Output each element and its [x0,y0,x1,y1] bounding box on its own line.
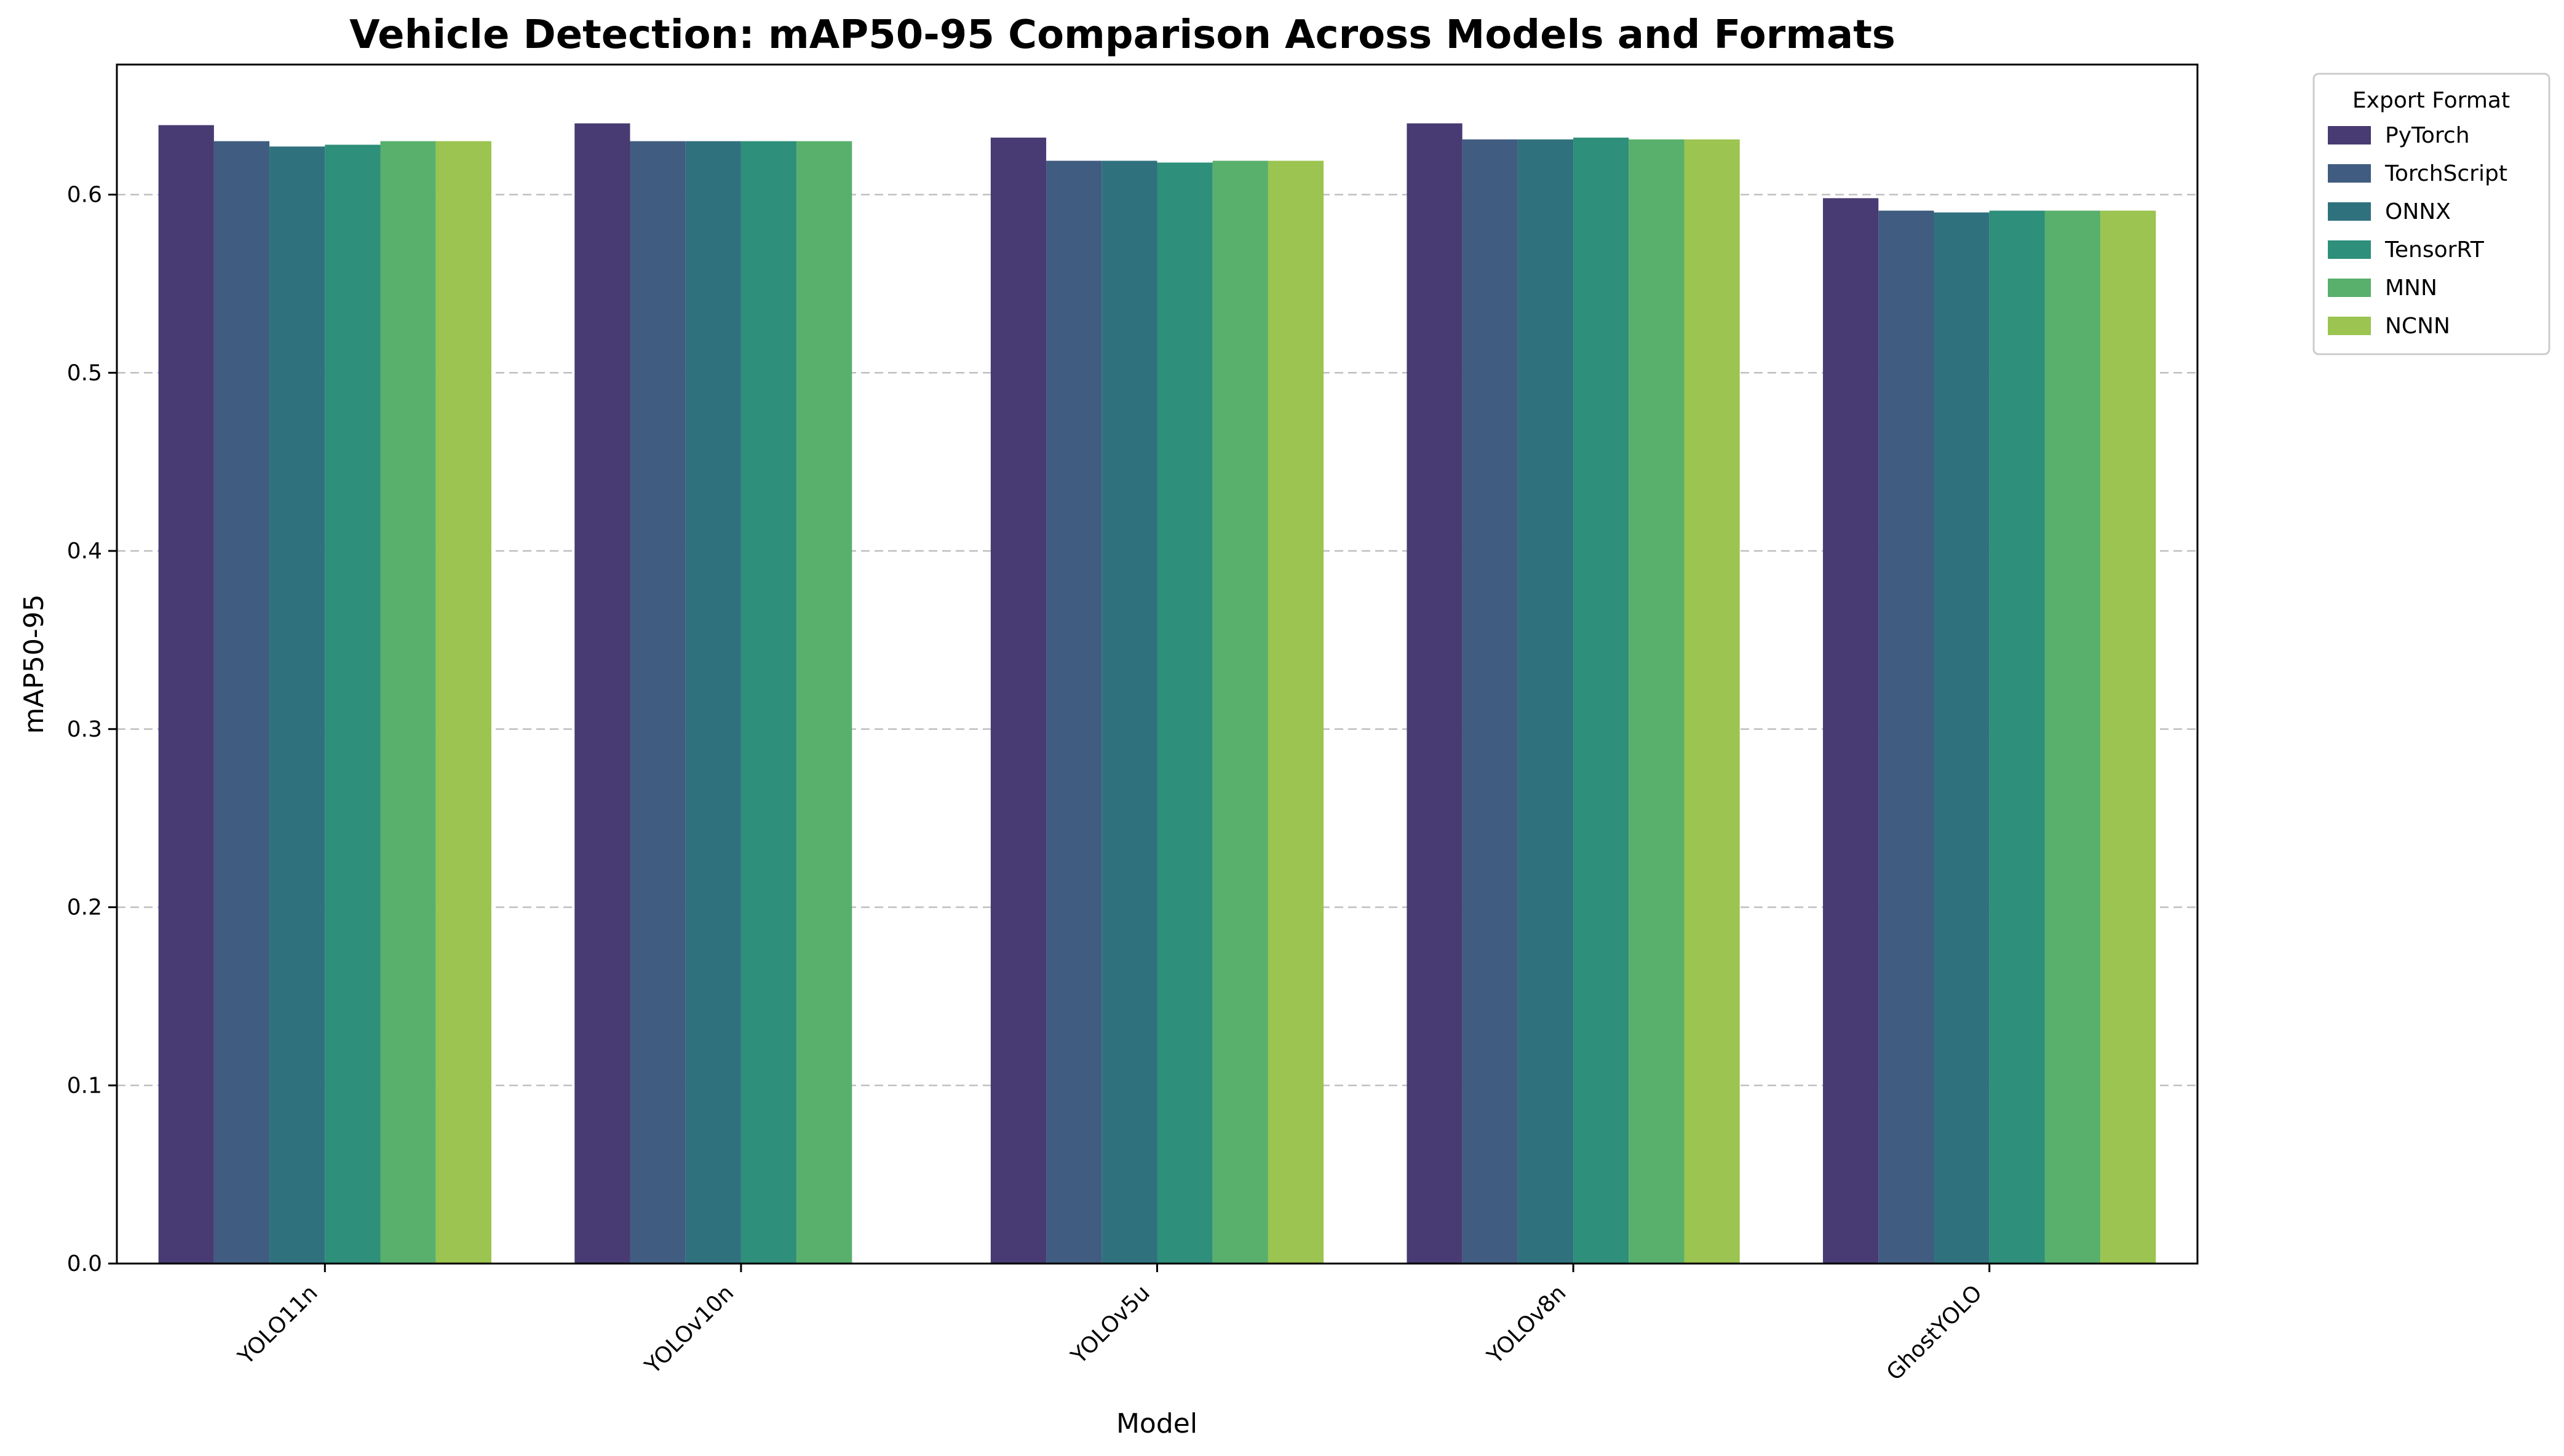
bar-yolov10n-onnx [685,141,741,1264]
bar-yolov8n-pytorch [1407,123,1463,1264]
bar-yolov5u-pytorch [990,137,1047,1264]
legend: Export Format PyTorch TorchScript ONNX Tens… [2312,73,2550,355]
legend-label: PyTorch [2385,123,2470,148]
bar-ghostyolo-mnn [2044,210,2101,1264]
y-axis-label: mAP50-95 [18,594,50,734]
bar-ghostyolo-onnx [1934,212,1990,1264]
bar-yolov5u-ncnn [1268,160,1324,1264]
bar-ghostyolo-pytorch [1823,198,1879,1264]
plot-frame [116,63,2199,1265]
legend-label: MNN [2385,275,2437,301]
bar-yolov10n-tensorrt [740,141,797,1264]
bar-yolov8n-ncnn [1684,139,1740,1264]
bars [158,123,2156,1264]
chart-title: Vehicle Detection: mAP50-95 Comparison A… [349,12,1895,58]
y-tick-label: 0.4 [67,539,102,564]
bar-yolo11n-pytorch [158,125,214,1264]
legend-box [2312,73,2550,355]
bar-yolov5u-onnx [1101,160,1157,1264]
legend-swatch [2328,164,2371,183]
x-axis-label: Model [1116,1408,1197,1439]
legend-swatch [2328,317,2371,335]
bar-yolo11n-mnn [380,141,436,1264]
bar-ghostyolo-torchscript [1878,210,1934,1264]
legend-swatch [2328,202,2371,221]
y-tick-label: 0.3 [67,717,102,742]
legend-swatch [2328,240,2371,259]
legend-label: ONNX [2385,199,2451,224]
y-tick-label: 0.2 [67,895,102,920]
y-tick-label: 0.6 [67,183,102,208]
legend-label: TorchScript [2384,161,2507,186]
bar-yolo11n-ncnn [435,141,491,1264]
bar-yolo11n-onnx [269,146,325,1264]
bar-yolov5u-mnn [1212,160,1268,1264]
y-tick-label: 0.0 [67,1251,102,1276]
bar-yolov8n-onnx [1517,139,1574,1264]
legend-label: NCNN [2385,314,2450,339]
legend-title: Export Format [2352,88,2510,113]
bar-ghostyolo-tensorrt [1989,210,2045,1264]
y-axis: 0.0 0.1 0.2 0.3 0.4 0.5 0.6 [67,183,117,1276]
bar-yolo11n-tensorrt [325,144,381,1264]
legend-swatch [2328,279,2371,297]
y-tick-label: 0.1 [67,1073,102,1098]
bar-yolov10n-torchscript [630,141,686,1264]
bar-yolov5u-tensorrt [1157,162,1213,1264]
legend-swatch [2328,126,2371,144]
y-tick-label: 0.5 [67,360,102,386]
bar-yolov10n-mnn [796,141,852,1264]
bar-yolov8n-mnn [1629,139,1685,1264]
bar-ghostyolo-ncnn [2100,210,2156,1264]
bar-yolo11n-torchscript [213,141,270,1264]
legend-label: TensorRT [2384,237,2485,263]
bar-yolov8n-torchscript [1462,139,1518,1264]
bar-yolov10n-pytorch [574,123,630,1264]
bar-yolov5u-torchscript [1046,160,1102,1264]
bar-yolov8n-tensorrt [1573,137,1629,1264]
